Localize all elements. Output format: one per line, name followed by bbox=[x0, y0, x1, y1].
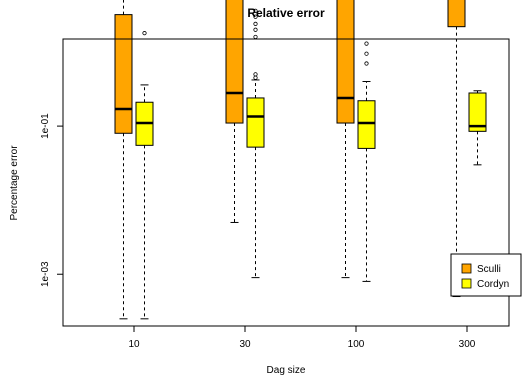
box-body-cordyn-300 bbox=[468, 92, 487, 132]
x-tick-label-0: 10 bbox=[128, 339, 140, 350]
y-tick-label-1: 1e-01 bbox=[40, 113, 51, 139]
legend-label-cordyn: Cordyn bbox=[477, 279, 509, 290]
box-sculli-10 bbox=[114, 0, 133, 320]
legend-box bbox=[450, 253, 522, 297]
x-tick-label-1: 30 bbox=[239, 339, 251, 350]
box-body-sculli-10 bbox=[114, 14, 133, 134]
box-sculli-300 bbox=[447, 0, 466, 298]
plot-layer bbox=[114, 0, 487, 320]
box-cordyn-10 bbox=[135, 31, 154, 320]
outlier-cordyn-30-8 bbox=[253, 72, 258, 77]
outlier-cordyn-30-3 bbox=[253, 8, 258, 13]
outlier-cordyn-100-1 bbox=[364, 51, 369, 56]
plot-frame bbox=[62, 38, 510, 327]
x-tick-label-3: 300 bbox=[459, 339, 476, 350]
legend-swatch-sculli bbox=[461, 263, 472, 274]
box-sculli-30 bbox=[225, 0, 244, 223]
outlier-cordyn-100-0 bbox=[364, 41, 369, 46]
legend-label-sculli: Sculli bbox=[477, 264, 501, 275]
box-body-sculli-30 bbox=[225, 0, 244, 124]
box-sculli-100 bbox=[336, 0, 355, 279]
x-axis-label: Dag size bbox=[267, 365, 306, 376]
outlier-cordyn-30-5 bbox=[253, 21, 258, 26]
outlier-cordyn-30-4 bbox=[253, 14, 258, 19]
chart-title: Relative error bbox=[247, 6, 325, 20]
box-cordyn-300 bbox=[468, 90, 487, 166]
outlier-cordyn-10-3 bbox=[142, 31, 147, 36]
box-cordyn-100 bbox=[357, 41, 376, 282]
box-body-cordyn-30 bbox=[246, 97, 265, 148]
outlier-cordyn-100-2 bbox=[364, 61, 369, 66]
box-body-cordyn-100 bbox=[357, 100, 376, 149]
x-tick-label-2: 100 bbox=[348, 339, 365, 350]
legend-swatch-cordyn bbox=[461, 278, 472, 289]
y-tick-label-0: 1e-03 bbox=[40, 261, 51, 287]
outlier-cordyn-30-6 bbox=[253, 27, 258, 32]
box-cordyn-30 bbox=[246, 8, 265, 279]
box-body-sculli-100 bbox=[336, 0, 355, 124]
outlier-cordyn-30-9 bbox=[253, 75, 258, 80]
y-axis-label: Percentage error bbox=[9, 145, 20, 221]
legend: Sculli Cordyn bbox=[450, 253, 522, 297]
box-body-sculli-300 bbox=[447, 0, 466, 28]
outlier-cordyn-30-7 bbox=[253, 34, 258, 40]
